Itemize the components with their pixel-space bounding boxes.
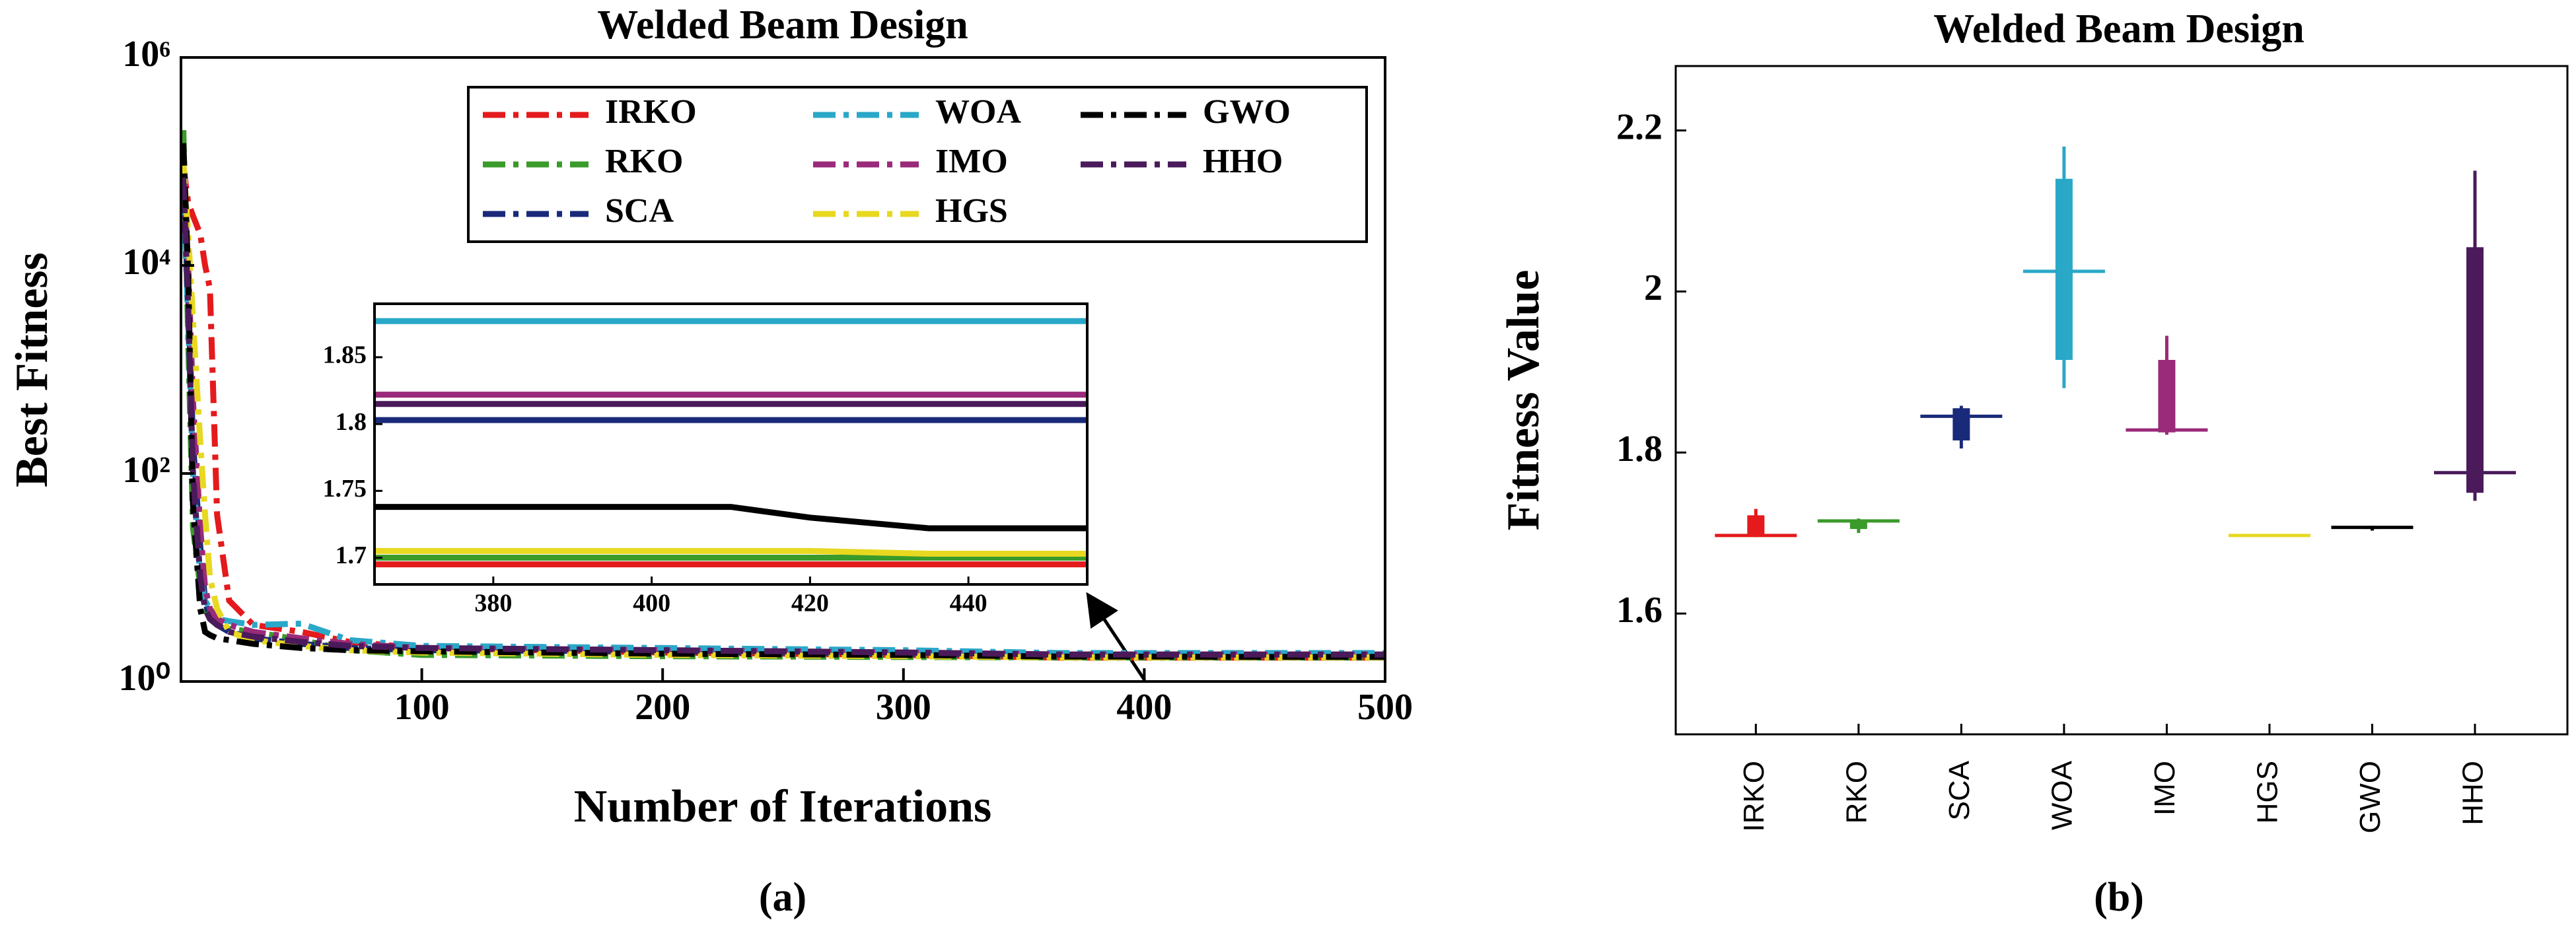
- caption: (b): [2094, 875, 2144, 920]
- box: [1952, 408, 1970, 440]
- y-tick-label: 10⁶: [122, 34, 170, 75]
- y-tick-label: 10⁰: [119, 658, 170, 699]
- zoom-arrow: [1086, 592, 1147, 681]
- plot-frame: [1674, 65, 2569, 736]
- legend-label: IMO: [935, 143, 1008, 180]
- inset-x-tick-label: 380: [474, 590, 512, 617]
- inset-x-tick-label: 440: [950, 590, 987, 617]
- inset-y-tick-label: 1.8: [336, 408, 367, 436]
- plot-lines: [181, 129, 1385, 661]
- y-tick-label: 1.8: [1616, 429, 1663, 470]
- x-tick-label: 400: [1116, 687, 1172, 728]
- x-tick-label: SCA: [1943, 760, 1976, 820]
- inset-frame: [373, 302, 1089, 586]
- legend-label: WOA: [935, 93, 1021, 131]
- inset-background: [375, 304, 1087, 584]
- chart-title: Welded Beam Design: [1933, 7, 2304, 52]
- x-tick-label: HHO: [2457, 761, 2489, 825]
- y-tick-label: 10⁴: [122, 242, 170, 283]
- legend-label: HGS: [935, 192, 1008, 230]
- series-line: [181, 166, 1385, 661]
- x-tick-label: 500: [1357, 687, 1413, 728]
- legend-label: IRKO: [605, 93, 697, 131]
- box: [1849, 520, 1867, 530]
- y-tick-label: 2.2: [1616, 106, 1663, 147]
- x-tick-label: RKO: [1840, 761, 1873, 823]
- box: [1747, 515, 1765, 536]
- x-tick-label: 100: [394, 687, 450, 728]
- box: [2158, 360, 2176, 433]
- legend-label: RKO: [605, 143, 683, 180]
- x-tick-label: 200: [635, 687, 690, 728]
- plot-frame: [180, 56, 1386, 683]
- inset-x-tick-label: 400: [633, 590, 670, 617]
- y-axis-label: Fitness Value: [1498, 270, 1549, 531]
- legend-label: SCA: [605, 192, 674, 230]
- box: [2466, 247, 2484, 493]
- chart-title: Welded Beam Design: [597, 3, 968, 48]
- x-tick-label: IRKO: [1738, 761, 1770, 832]
- x-axis-label: Number of Iterations: [574, 781, 992, 832]
- inset-y-tick-label: 1.75: [323, 475, 367, 503]
- inset-y-tick-label: 1.7: [336, 541, 367, 569]
- x-tick-label: IMO: [2149, 761, 2181, 816]
- series-line: [181, 143, 1385, 660]
- box: [2055, 178, 2073, 361]
- legend-label: GWO: [1203, 93, 1291, 131]
- x-tick-label: HGS: [2252, 761, 2284, 823]
- y-axis-label: Best Fitness: [7, 252, 57, 487]
- caption: (a): [759, 875, 806, 920]
- y-tick-label: 1.6: [1616, 590, 1663, 631]
- y-tick-label: 10²: [122, 450, 170, 491]
- x-tick-label: 300: [876, 687, 931, 728]
- inset-y-tick-label: 1.85: [323, 341, 367, 369]
- legend-label: HHO: [1203, 143, 1283, 180]
- x-tick-label: GWO: [2354, 761, 2386, 833]
- inset-x-tick-label: 420: [791, 590, 829, 617]
- y-tick-label: 2: [1644, 267, 1663, 308]
- x-tick-label: WOA: [2046, 760, 2079, 830]
- series-line: [181, 177, 1385, 658]
